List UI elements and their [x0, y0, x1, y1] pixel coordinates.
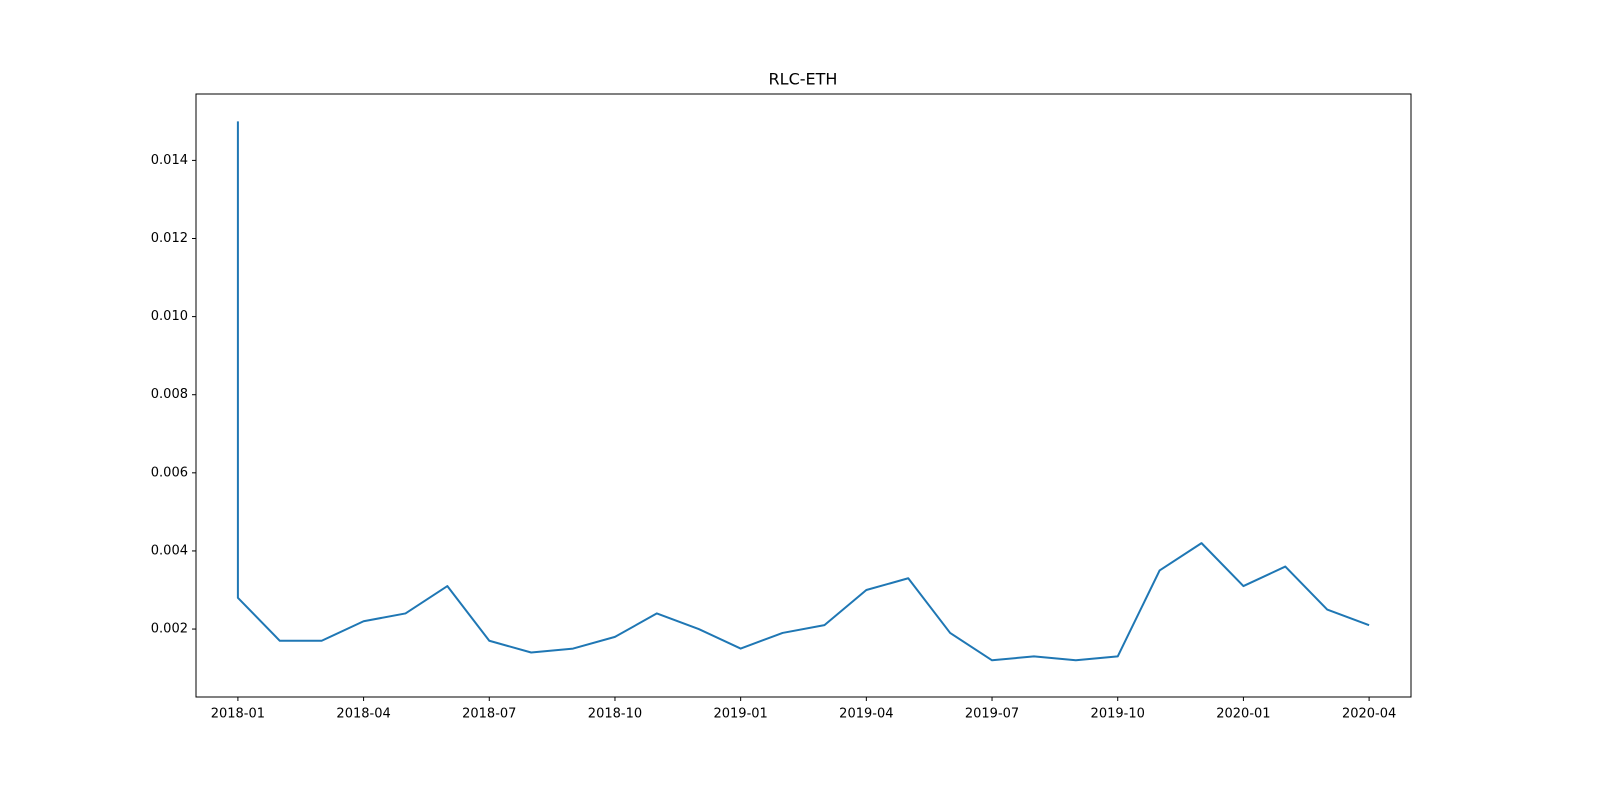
x-tick-label: 2020-04 — [1342, 707, 1396, 722]
y-tick-label: 0.006 — [151, 465, 188, 480]
y-tick-label: 0.010 — [151, 309, 188, 324]
x-tick-label: 2019-10 — [1091, 707, 1145, 722]
axes-frame — [195, 93, 1412, 698]
x-tick-label: 2018-07 — [462, 707, 516, 722]
y-tick-label: 0.014 — [151, 153, 188, 168]
x-tick-label: 2020-01 — [1216, 707, 1270, 722]
y-tick-label: 0.012 — [151, 231, 188, 246]
x-tick-label: 2019-04 — [839, 707, 893, 722]
x-tick-label: 2019-01 — [713, 707, 767, 722]
y-tick-label: 0.008 — [151, 387, 188, 402]
x-tick-label: 2019-07 — [965, 707, 1019, 722]
x-tick-label: 2018-01 — [211, 707, 265, 722]
y-tick-label: 0.004 — [151, 543, 188, 558]
x-tick-label: 2018-04 — [336, 707, 390, 722]
x-tick-label: 2018-10 — [588, 707, 642, 722]
y-tick-label: 0.002 — [151, 622, 188, 637]
chart-title: RLC-ETH — [769, 70, 838, 89]
data-line — [236, 121, 1370, 662]
